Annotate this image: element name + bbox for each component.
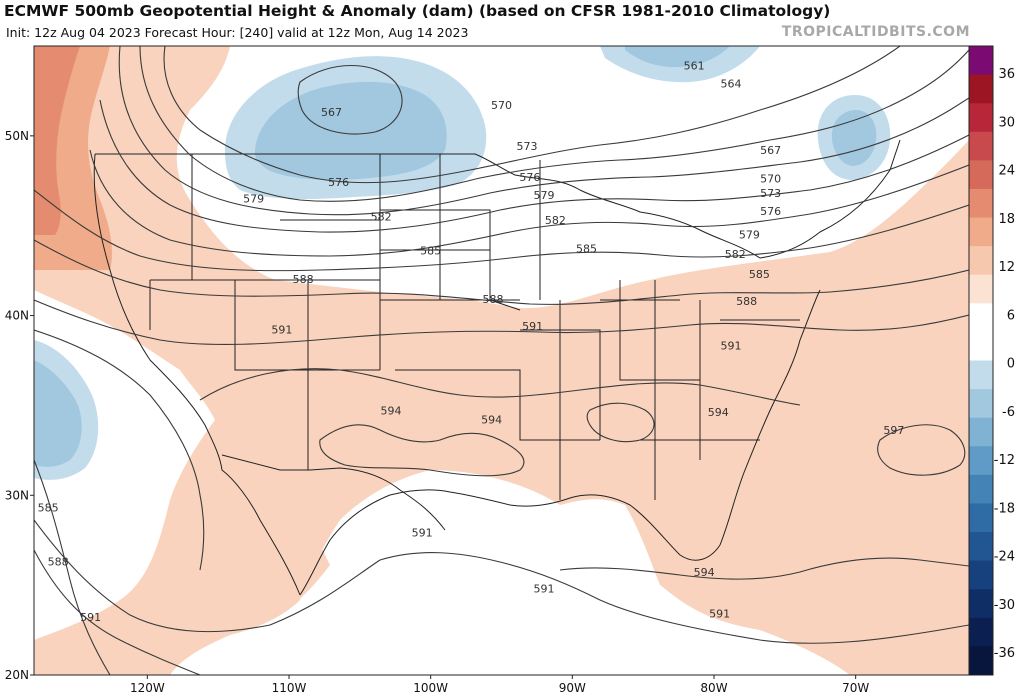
contour-label: 588 — [48, 555, 69, 568]
contour-labels: 5675765795825855885915945945915885855825… — [38, 59, 905, 624]
contour-label: 591 — [271, 324, 292, 337]
height-contours — [34, 46, 969, 675]
lat-label: 40N — [5, 309, 29, 323]
colorbar-swatch — [969, 274, 993, 304]
contour-label: 594 — [708, 406, 729, 419]
contour-label: 588 — [736, 295, 757, 308]
contour-label: 588 — [293, 273, 314, 286]
colorbar-label: 24 — [998, 164, 1015, 179]
colorbar-label: -36 — [994, 646, 1015, 661]
contour-label: 591 — [534, 582, 555, 595]
colorbar-swatch — [969, 532, 993, 562]
colorbar-label: -6 — [1002, 405, 1015, 420]
colorbar-swatch — [969, 646, 993, 676]
contour-label: 564 — [721, 77, 742, 90]
contour-label: 585 — [420, 244, 441, 257]
contour-label: 594 — [481, 413, 502, 426]
lat-label: 50N — [5, 129, 29, 143]
contour-label: 585 — [38, 501, 59, 514]
lon-label: 70W — [842, 681, 869, 695]
colorbar-swatch — [969, 46, 993, 76]
contour-label: 579 — [534, 189, 555, 202]
contour-label: 591 — [709, 607, 730, 620]
colorbar-swatch — [969, 217, 993, 247]
colorbar-swatch — [969, 360, 993, 390]
colorbar-label: 36 — [998, 67, 1015, 82]
contour-label: 585 — [749, 268, 770, 281]
contour-label: 561 — [684, 59, 705, 72]
lon-label: 120W — [130, 681, 165, 695]
colorbar-swatch — [969, 389, 993, 419]
contour-label: 591 — [721, 340, 742, 353]
contour-label: 567 — [760, 144, 781, 157]
colorbar-swatch — [969, 246, 993, 276]
colorbar-label: -12 — [994, 453, 1015, 468]
lon-label: 80W — [700, 681, 727, 695]
colorbar-label: 18 — [998, 212, 1015, 227]
colorbar-label: 0 — [1007, 357, 1015, 372]
colorbar-label: 30 — [998, 115, 1015, 130]
colorbar-swatch — [969, 474, 993, 504]
lon-label: 110W — [272, 681, 307, 695]
lon-label: 90W — [559, 681, 586, 695]
contour-label: 576 — [760, 205, 781, 218]
colorbar-label: -24 — [994, 550, 1015, 565]
colorbar-swatch — [969, 131, 993, 161]
colorbar-swatch — [969, 74, 993, 104]
contour-label: 591 — [80, 611, 101, 624]
positive-anomaly-shading — [34, 46, 969, 675]
contour-label: 576 — [519, 171, 540, 184]
colorbar-swatch — [969, 446, 993, 476]
contour-label: 597 — [883, 424, 904, 437]
contour-label: 585 — [576, 243, 597, 256]
colorbar-swatch — [969, 160, 993, 190]
lat-label: 30N — [5, 488, 29, 502]
contour-label: 582 — [371, 210, 392, 223]
contour-label: 594 — [694, 566, 715, 579]
brand-watermark: TROPICALTIDBITS.COM — [781, 24, 970, 40]
colorbar-label: -18 — [994, 501, 1015, 516]
colorbar-swatch — [969, 560, 993, 590]
contour-label: 588 — [483, 293, 504, 306]
colorbar-swatch — [969, 303, 993, 333]
colorbar-label: -30 — [994, 598, 1015, 613]
contour-label: 576 — [328, 176, 349, 189]
map-plot-area — [34, 46, 969, 675]
contour-label: 579 — [243, 192, 264, 205]
contour-label: 573 — [517, 140, 538, 153]
negative-anomaly-shading — [34, 46, 891, 480]
contour-label: 591 — [412, 527, 433, 540]
colorbar-swatch — [969, 188, 993, 219]
lat-label: 20N — [5, 668, 29, 682]
colorbar-swatch — [969, 617, 993, 647]
contour-label: 594 — [381, 404, 402, 417]
colorbar-swatch — [969, 417, 993, 447]
contour-label: 567 — [321, 106, 342, 119]
axis-labels: 50N 40N 30N 20N 120W 110W 100W 90W 80W 70W — [5, 129, 870, 695]
contour-label: 570 — [760, 173, 781, 186]
contour-label: 591 — [522, 320, 543, 333]
anomaly-colorbar: 36 30 24 18 12 6 0 -6 -12 -18 -24 -30 -36 — [968, 45, 1015, 676]
contour-label: 582 — [545, 214, 566, 227]
map-title: ECMWF 500mb Geopotential Height & Anomal… — [4, 2, 831, 20]
colorbar-swatch — [969, 503, 993, 533]
contour-label: 579 — [739, 228, 760, 241]
map-subtitle: Init: 12z Aug 04 2023 Forecast Hour: [24… — [6, 25, 469, 40]
contour-label: 573 — [760, 187, 781, 200]
colorbar-swatch — [969, 331, 993, 361]
colorbar-label: 12 — [998, 260, 1015, 275]
political-boundaries — [93, 139, 901, 596]
lon-label: 100W — [413, 681, 448, 695]
colorbar-swatch — [969, 103, 993, 133]
colorbar-label: 6 — [1007, 308, 1015, 323]
colorbar-swatch — [969, 589, 993, 619]
contour-label: 570 — [491, 99, 512, 112]
contour-label: 582 — [725, 248, 746, 261]
